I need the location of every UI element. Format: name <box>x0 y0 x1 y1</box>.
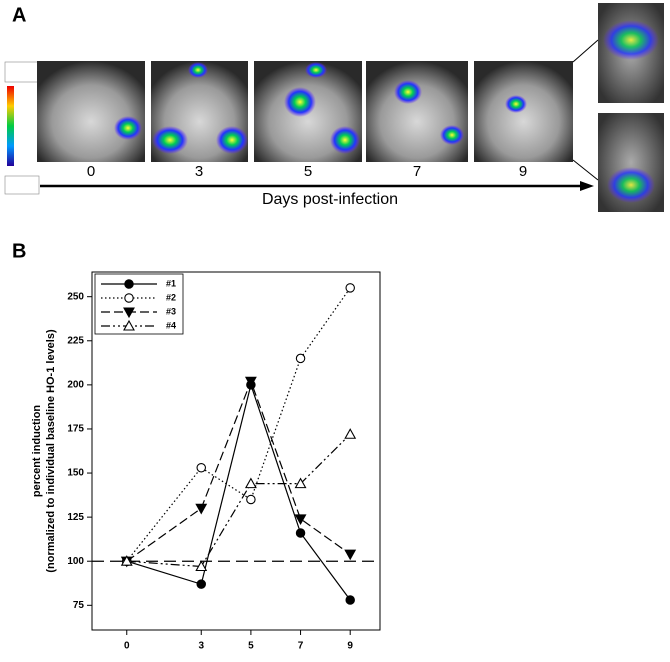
marker <box>345 595 355 605</box>
marker <box>294 477 307 489</box>
y-tick-label: 100 <box>67 556 84 567</box>
y-axis-label: percent induction <box>31 405 43 498</box>
plot-frame <box>91 271 381 631</box>
marker <box>344 549 357 561</box>
panel-label: B <box>12 240 26 262</box>
y-tick-label: 150 <box>67 468 84 479</box>
series-line <box>126 287 351 562</box>
y-tick-label: 125 <box>67 512 84 523</box>
x-tick-label: 7 <box>298 641 304 652</box>
marker <box>244 477 257 489</box>
marker <box>294 514 307 526</box>
day-label: 9 <box>519 163 527 180</box>
legend-label: #3 <box>166 306 176 316</box>
y-tick-label: 250 <box>67 291 84 302</box>
panel-label: A <box>12 4 26 26</box>
marker <box>196 463 206 473</box>
marker <box>344 428 357 439</box>
marker <box>124 279 134 289</box>
day-label: 0 <box>87 163 95 180</box>
marker <box>295 528 306 538</box>
mouse-images <box>37 3 664 212</box>
y-tick-label: 225 <box>67 335 84 346</box>
time-arrow <box>40 181 594 191</box>
axis-label: Days post-infection <box>262 191 398 208</box>
x-tick-label: 9 <box>347 641 353 652</box>
marker <box>120 555 133 566</box>
y-tick-label: 200 <box>67 380 84 391</box>
series-line <box>126 382 351 601</box>
day-label: 3 <box>195 163 203 180</box>
marker <box>124 293 134 303</box>
marker <box>246 494 256 505</box>
marker <box>195 503 208 515</box>
color-scale <box>4 61 40 195</box>
day-label: 5 <box>304 163 312 180</box>
x-tick-label: 0 <box>124 641 130 652</box>
marker <box>244 376 257 388</box>
legend-label: #2 <box>166 292 176 302</box>
y-tick-label: 175 <box>67 424 84 435</box>
marker <box>123 307 135 319</box>
marker <box>345 283 355 293</box>
x-tick-label: 5 <box>248 641 254 652</box>
y-axis-label: (normalized to individual baseline HO-1 … <box>45 329 57 573</box>
marker <box>196 579 206 589</box>
series-line <box>126 379 351 562</box>
day-label: 7 <box>413 163 421 180</box>
y-tick-label: 75 <box>73 600 85 611</box>
legend-label: #1 <box>166 278 176 288</box>
series-line <box>126 433 351 568</box>
marker <box>123 319 135 331</box>
marker <box>195 560 208 572</box>
x-tick-label: 3 <box>198 641 204 652</box>
legend-label: #4 <box>166 320 176 330</box>
marker <box>295 353 306 364</box>
